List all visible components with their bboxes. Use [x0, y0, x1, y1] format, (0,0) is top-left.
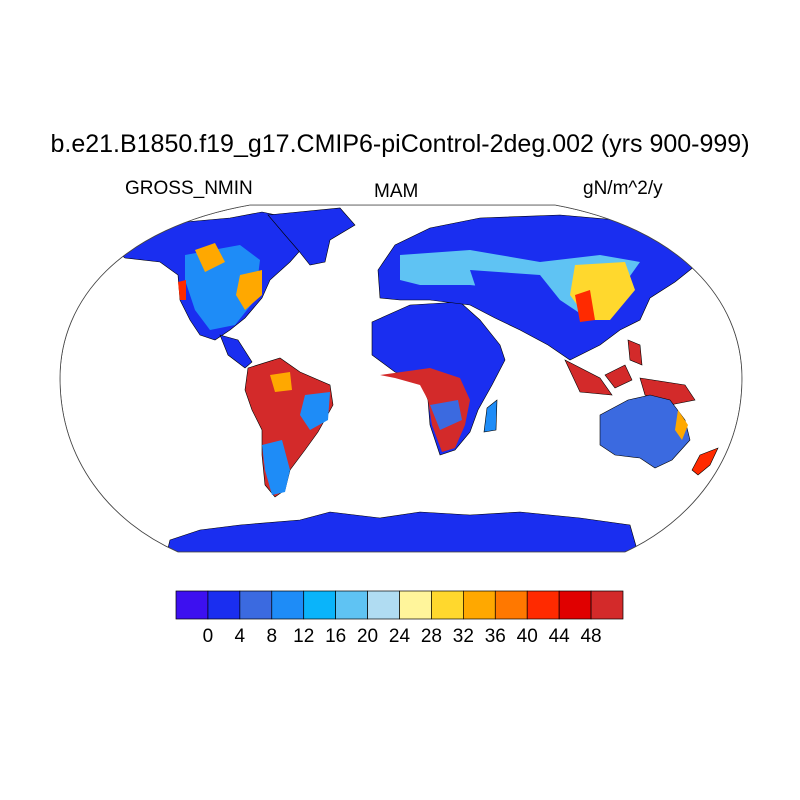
colorbar-label: 8 — [266, 626, 278, 647]
colorbar-box — [367, 590, 400, 620]
colorbar-box — [303, 590, 336, 620]
colorbar-label: 28 — [420, 626, 442, 647]
colorbar-label: 0 — [202, 626, 214, 647]
colorbar-box — [494, 590, 528, 620]
colorbar-label: 36 — [484, 626, 506, 647]
colorbar-box — [463, 590, 496, 620]
plot-title: b.e21.B1850.f19_g17.CMIP6-piControl-2deg… — [50, 130, 750, 158]
colorbar-box — [175, 590, 209, 620]
colorbar-box — [271, 590, 305, 620]
colorbar-label: 4 — [234, 626, 246, 647]
colorbar-box — [590, 590, 624, 620]
greenland — [267, 207, 356, 266]
colorbar-label: 32 — [452, 626, 474, 647]
antarctica — [164, 511, 641, 552]
colorbar-box — [239, 590, 273, 620]
colorbar-box — [207, 590, 241, 620]
colorbar-box — [335, 590, 368, 620]
colorbar-label: 24 — [388, 626, 411, 647]
maritime-continent — [564, 359, 613, 396]
colorbar — [175, 590, 624, 620]
colorbar-label: 48 — [580, 626, 602, 647]
colorbar-label: 40 — [516, 626, 538, 647]
season-label: MAM — [374, 181, 419, 202]
colorbar-box — [399, 590, 432, 620]
colorbar-label: 16 — [325, 626, 347, 647]
colorbar-label: 12 — [293, 626, 315, 647]
variable-name: GROSS_NMIN — [125, 178, 253, 199]
colorbar-box — [558, 590, 592, 620]
australia — [599, 394, 691, 469]
colorbar-label: 44 — [548, 626, 570, 647]
colorbar-label: 20 — [356, 626, 379, 647]
colorbar-box — [431, 590, 464, 620]
map-frame — [59, 204, 743, 553]
units-label: gN/m^2/y — [583, 178, 663, 199]
colorbar-box — [526, 590, 560, 620]
